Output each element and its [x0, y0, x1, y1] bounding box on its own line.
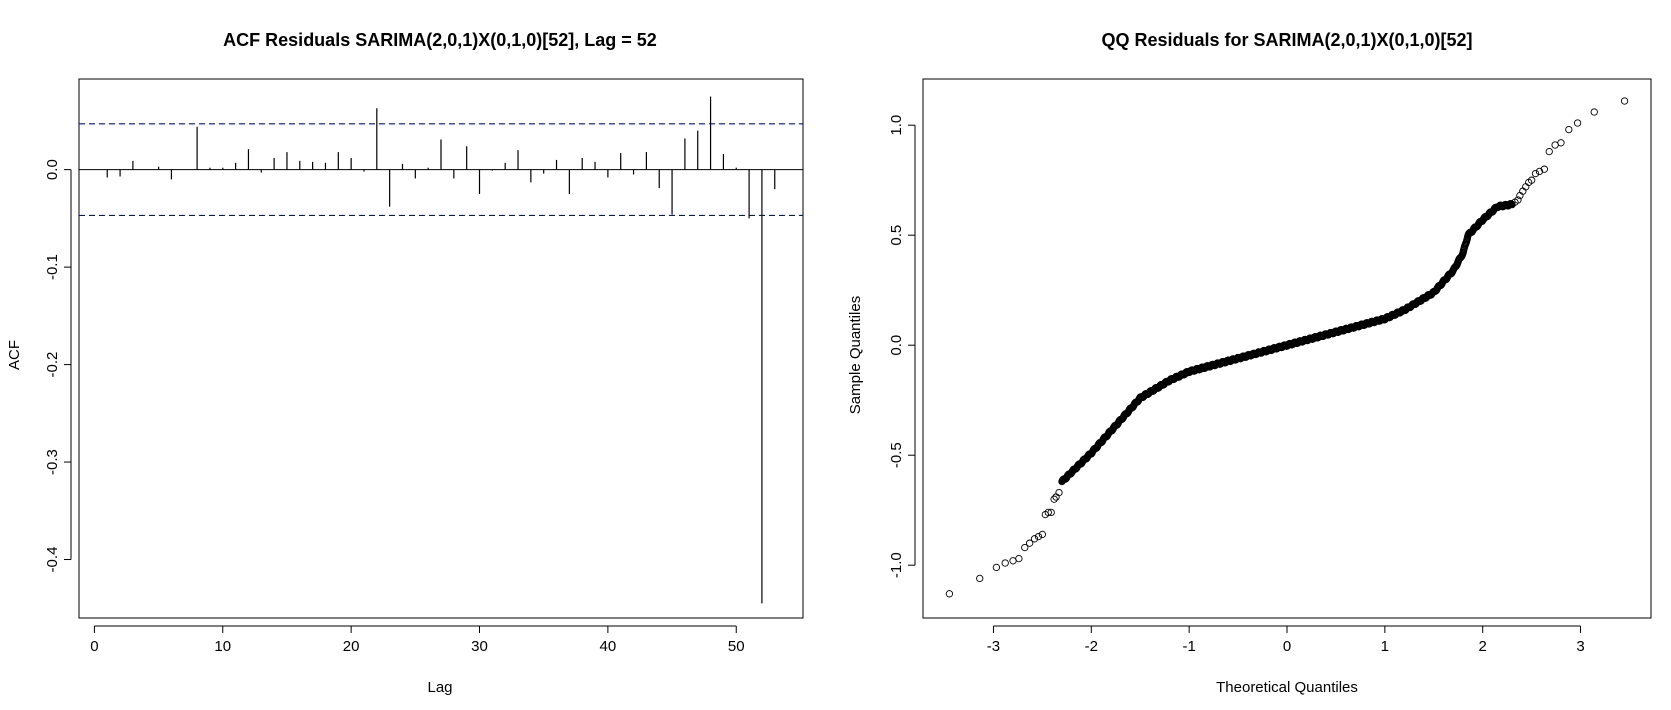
acf-xlabel: Lag: [427, 679, 452, 696]
qq-marks: [945, 97, 1629, 598]
qq-title: QQ Residuals for SARIMA(2,0,1)X(0,1,0)[5…: [1101, 30, 1472, 50]
qq-x-tick-label: 3: [1576, 638, 1584, 655]
qq-y-tick-label: 1.0: [888, 115, 905, 136]
qq-point: [1001, 559, 1009, 567]
qq-point: [1026, 539, 1034, 547]
qq-panel: QQ Residuals for SARIMA(2,0,1)X(0,1,0)[5…: [847, 30, 1652, 696]
qq-point: [1527, 176, 1536, 184]
qq-point: [1573, 119, 1582, 127]
qq-point: [1557, 139, 1565, 147]
qq-point: [1531, 169, 1540, 178]
acf-x-tick-label: 20: [343, 638, 360, 655]
qq-point: [992, 563, 1001, 572]
qq-point: [1535, 167, 1544, 176]
qq-point: [1030, 535, 1039, 543]
qq-x-tick-label: -3: [987, 638, 1000, 655]
acf-y-axis: -0.4 -0.3 -0.2 -0.1 0.0: [44, 159, 72, 573]
qq-point: [1021, 543, 1029, 552]
qq-point: [1047, 508, 1055, 517]
qq-point: [945, 590, 954, 598]
acf-plot-frame: [78, 78, 804, 619]
qq-point: [1565, 125, 1573, 134]
qq-x-tick-label: -2: [1085, 638, 1098, 655]
acf-x-tick-label: 40: [600, 638, 617, 655]
acf-x-tick-label: 30: [471, 638, 488, 655]
qq-x-tick-label: 0: [1283, 638, 1291, 655]
qq-point: [1015, 554, 1023, 563]
acf-panel: ACF Residuals SARIMA(2,0,1)X(0,1,0)[52],…: [6, 30, 804, 696]
acf-ylabel: ACF: [6, 340, 23, 370]
qq-y-axis: -1.0 -0.5 0.0 0.5 1.0: [888, 115, 916, 578]
qq-point: [1034, 532, 1043, 541]
acf-y-tick-label: -0.2: [44, 352, 61, 378]
acf-y-tick-label: 0.0: [44, 159, 61, 180]
qq-point: [1514, 196, 1522, 204]
qq-point: [1590, 108, 1598, 116]
qq-point: [1044, 508, 1052, 517]
qq-point: [1055, 488, 1063, 497]
acf-y-tick-label: -0.3: [44, 449, 61, 475]
qq-y-tick-label: 0.5: [888, 225, 905, 246]
acf-x-tick-label: 50: [728, 638, 745, 655]
qq-x-axis: -3 -2 -1 0 1 2 3: [987, 625, 1585, 655]
qq-xlabel: Theoretical Quantiles: [1216, 679, 1358, 696]
qq-point: [976, 574, 984, 583]
acf-title: ACF Residuals SARIMA(2,0,1)X(0,1,0)[52],…: [223, 30, 657, 50]
acf-x-tick-label: 10: [214, 638, 231, 655]
acf-x-axis: 0 10 20 30 40 50: [90, 625, 745, 655]
qq-point: [1620, 97, 1629, 105]
qq-point: [1545, 147, 1553, 156]
qq-y-tick-label: 0.0: [888, 335, 905, 356]
qq-plot-frame: [922, 78, 1652, 619]
qq-point: [1050, 495, 1058, 503]
qq-point: [1540, 165, 1548, 173]
acf-marks: [79, 96, 803, 604]
acf-y-tick-label: -0.4: [44, 547, 61, 573]
qq-ylabel: Sample Quantiles: [847, 296, 864, 414]
qq-point: [1038, 530, 1047, 539]
qq-x-tick-label: 1: [1381, 638, 1389, 655]
qq-x-tick-label: 2: [1479, 638, 1487, 655]
acf-y-tick-label: -0.1: [44, 254, 61, 280]
qq-y-tick-label: -1.0: [888, 552, 905, 578]
qq-y-tick-label: -0.5: [888, 442, 905, 468]
qq-x-tick-label: -1: [1182, 638, 1195, 655]
acf-x-tick-label: 0: [90, 638, 98, 655]
